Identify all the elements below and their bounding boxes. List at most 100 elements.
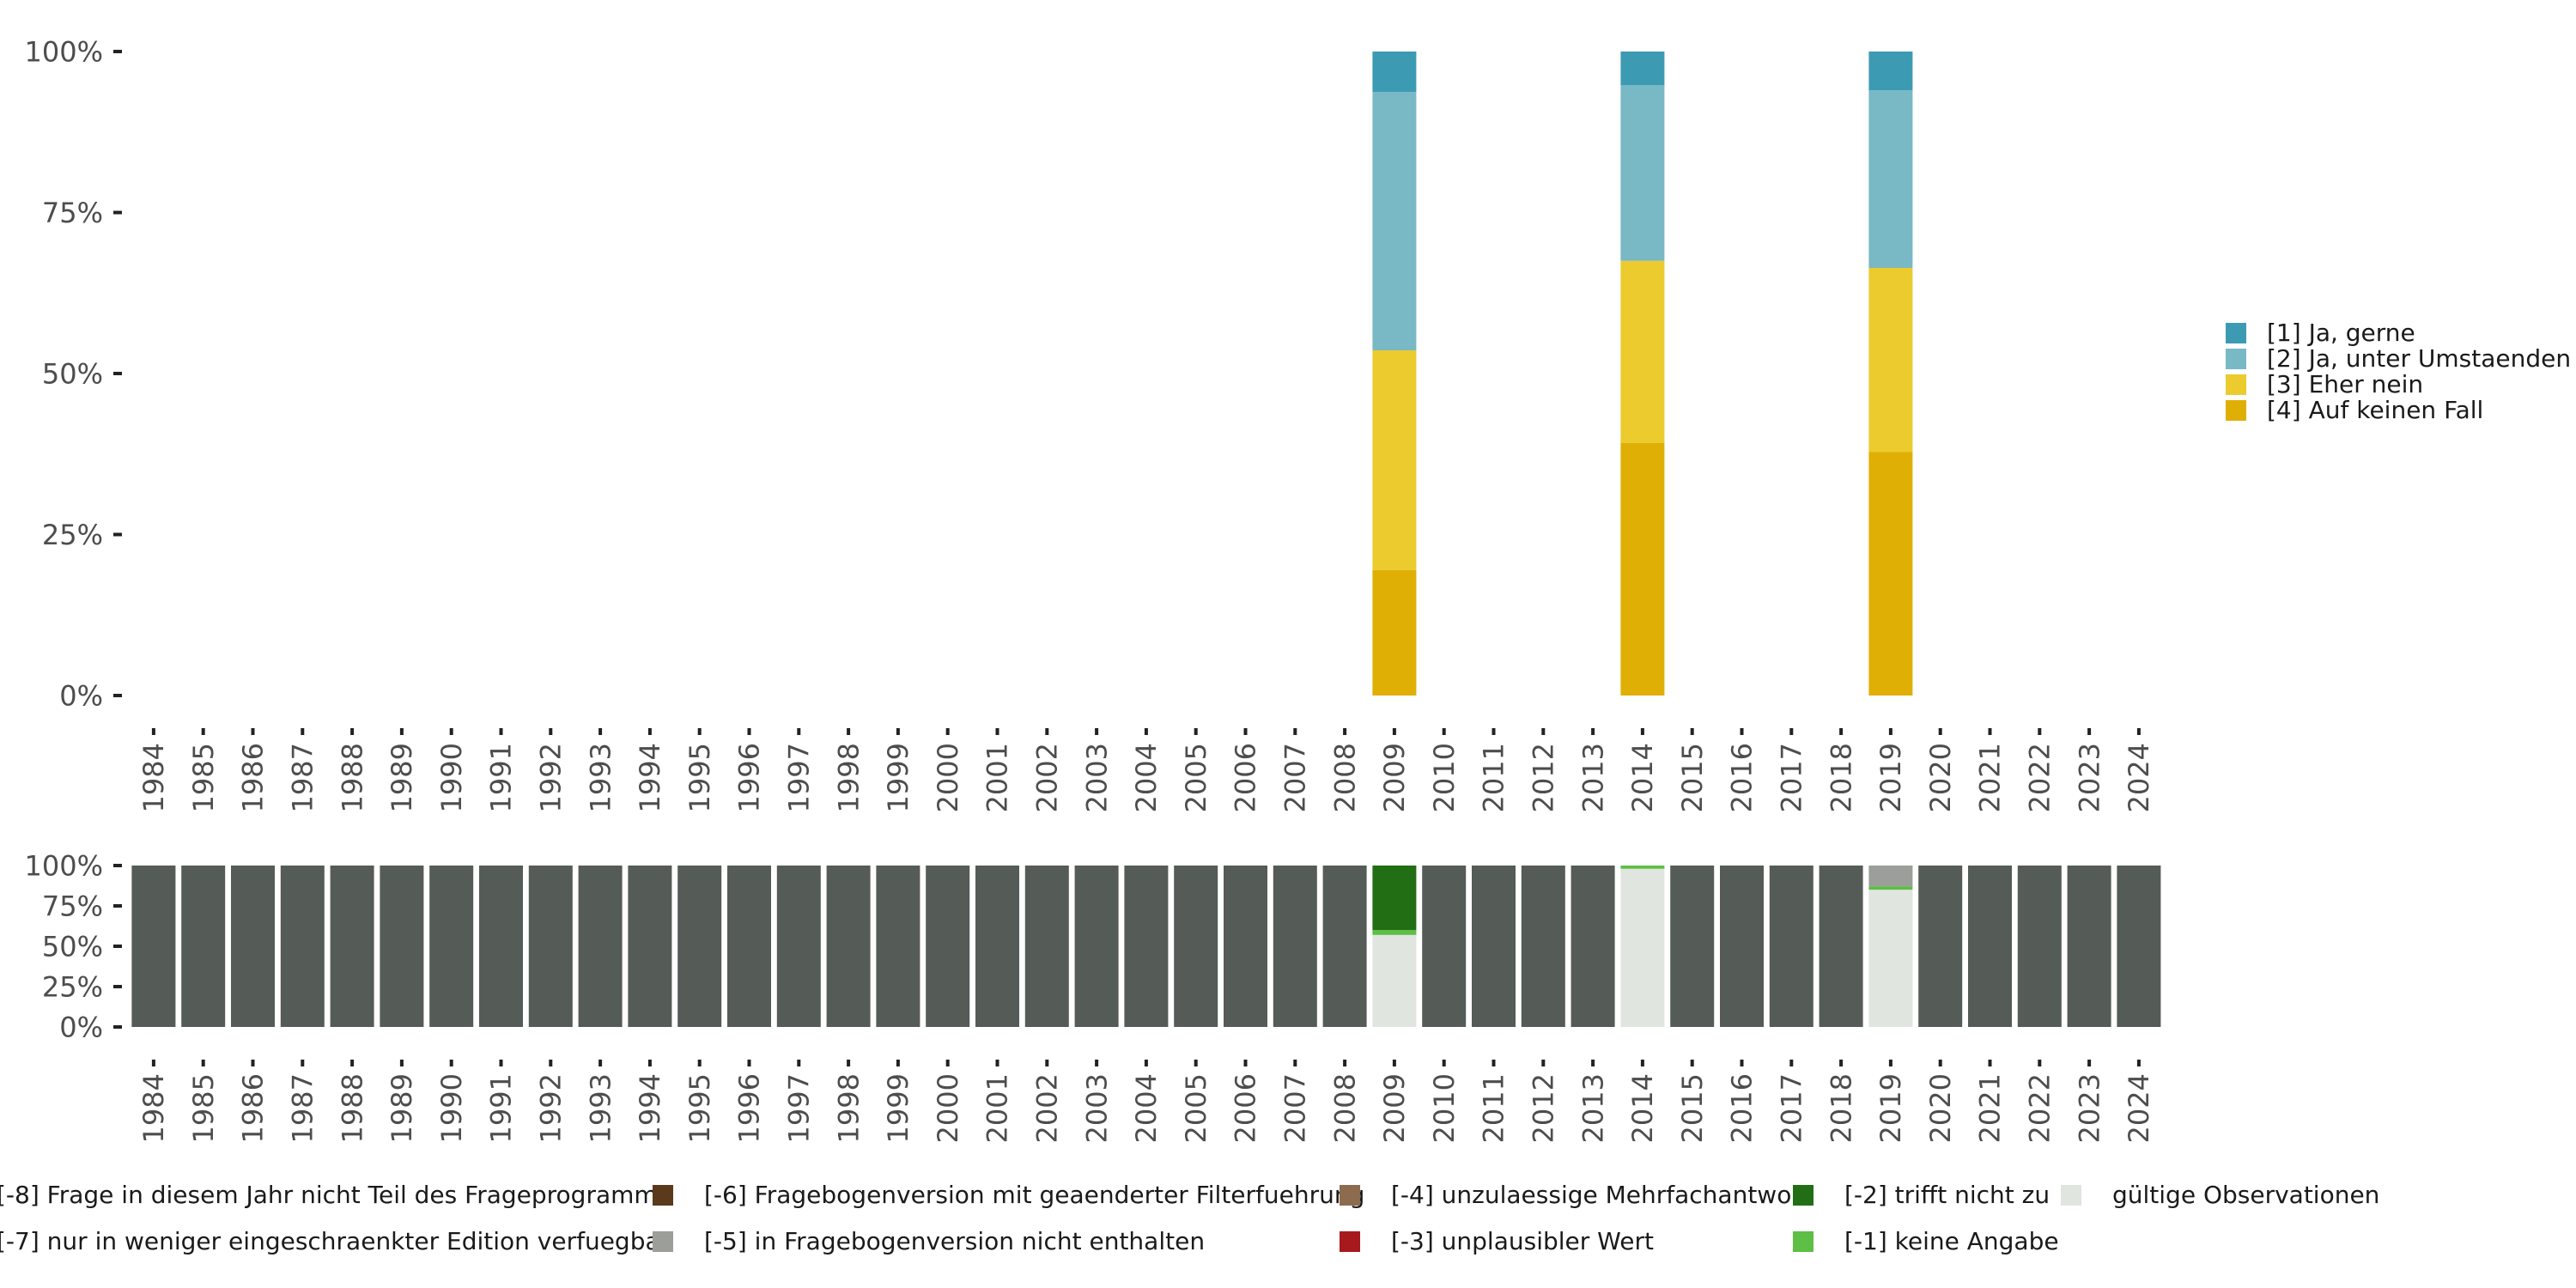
legend-swatch xyxy=(2061,1185,2081,1206)
x-tick-label: 2020 xyxy=(1924,1073,1957,1143)
x-tick-label: 1985 xyxy=(187,1073,220,1143)
x-tick-label: 1992 xyxy=(535,1073,568,1143)
x-tick-label: 2013 xyxy=(1577,1073,1609,1143)
bar-segment xyxy=(1074,866,1119,1027)
legend-swatch xyxy=(2226,349,2246,369)
bar-segment xyxy=(2017,866,2062,1027)
bar-segment xyxy=(628,866,672,1027)
x-tick-label: 2015 xyxy=(1676,1073,1709,1143)
legend-swatch xyxy=(1793,1231,1814,1252)
x-tick-label: 2003 xyxy=(1080,1073,1113,1143)
x-tick-label: 2019 xyxy=(1874,1073,1907,1143)
x-tick-label: 1989 xyxy=(386,1073,418,1143)
legend-swatch xyxy=(1340,1231,1360,1252)
x-tick-label: 1986 xyxy=(237,1073,270,1143)
bar-segment xyxy=(131,866,176,1027)
x-tick-label: 2006 xyxy=(1230,1073,1262,1143)
x-tick-label: 1998 xyxy=(832,1073,865,1143)
bar-segment xyxy=(1224,866,1267,1027)
x-tick-label: 2021 xyxy=(1974,743,2007,812)
bar-segment xyxy=(2067,866,2111,1027)
bar-segment xyxy=(1273,866,1317,1027)
bar-segment xyxy=(1372,92,1417,350)
x-tick-label: 2000 xyxy=(932,743,964,812)
bar-segment xyxy=(826,866,871,1027)
bar-segment xyxy=(1620,85,1665,261)
bar-segment xyxy=(776,866,821,1027)
legend-label: [2] Ja, unter Umstaenden xyxy=(2267,344,2571,373)
legend-swatch xyxy=(1793,1185,1814,1206)
bar-segment xyxy=(1670,866,1715,1027)
bar-segment xyxy=(727,866,771,1027)
x-tick-label: 2004 xyxy=(1130,1073,1163,1143)
bar-segment xyxy=(1620,52,1665,85)
bar-segment xyxy=(1372,930,1417,935)
bar-segment xyxy=(926,866,970,1027)
legend-label: [-6] Fragebogenversion mit geaenderter F… xyxy=(704,1181,1364,1209)
bar-segment xyxy=(479,866,523,1027)
y-tick-label: 0% xyxy=(59,680,103,713)
x-tick-label: 1990 xyxy=(435,743,468,812)
x-tick-label: 1988 xyxy=(336,743,368,812)
bar-segment xyxy=(1868,890,1913,1027)
bar-segment xyxy=(1372,350,1417,570)
legend-swatch xyxy=(2226,374,2246,395)
bar-segment xyxy=(876,866,920,1027)
x-tick-label: 2022 xyxy=(2024,1073,2057,1143)
x-tick-label: 2018 xyxy=(1825,743,1857,812)
bar-segment xyxy=(1620,868,1665,1027)
x-tick-label: 2008 xyxy=(1328,1073,1361,1143)
x-tick-label: 2021 xyxy=(1974,1073,2007,1143)
legend-label: [1] Ja, gerne xyxy=(2267,319,2415,347)
bar-segment xyxy=(1322,866,1367,1027)
x-tick-label: 1985 xyxy=(187,743,220,812)
x-tick-label: 1989 xyxy=(386,743,418,812)
bar-segment xyxy=(1372,866,1417,931)
x-tick-label: 1997 xyxy=(783,743,816,812)
x-tick-label: 2005 xyxy=(1180,1073,1212,1143)
x-tick-label: 1993 xyxy=(584,743,617,812)
bar-segment xyxy=(1868,90,1913,268)
x-tick-label: 2002 xyxy=(1031,743,1064,812)
x-tick-label: 2024 xyxy=(2123,1073,2155,1143)
y-tick-label: 25% xyxy=(42,519,103,551)
x-tick-label: 1984 xyxy=(137,743,170,812)
x-tick-label: 2011 xyxy=(1478,743,1510,812)
bar-segment xyxy=(1422,866,1467,1027)
bar-segment xyxy=(1868,52,1913,90)
x-tick-label: 2024 xyxy=(2123,743,2155,812)
x-tick-label: 2007 xyxy=(1279,1073,1312,1143)
bar-segment xyxy=(1968,866,2012,1027)
x-tick-label: 1990 xyxy=(435,1073,468,1143)
x-tick-label: 1984 xyxy=(137,1073,170,1143)
bar-segment xyxy=(1472,866,1516,1027)
x-tick-label: 2012 xyxy=(1528,1073,1560,1143)
x-tick-label: 1987 xyxy=(287,743,319,812)
x-tick-label: 2013 xyxy=(1577,743,1609,812)
x-tick-label: 2015 xyxy=(1676,743,1709,812)
bar-segment xyxy=(1769,866,1814,1027)
legend-swatch xyxy=(2226,400,2246,421)
x-tick-label: 2020 xyxy=(1924,743,1957,812)
bar-segment xyxy=(380,866,424,1027)
bar-segment xyxy=(1868,886,1913,890)
x-tick-label: 2016 xyxy=(1726,1073,1759,1143)
x-tick-label: 1991 xyxy=(485,1073,518,1143)
x-tick-label: 2003 xyxy=(1080,743,1113,812)
x-tick-label: 2009 xyxy=(1378,743,1411,812)
x-tick-label: 2011 xyxy=(1478,1073,1510,1143)
legend-label: [-3] unplausibler Wert xyxy=(1391,1227,1654,1255)
x-tick-label: 1999 xyxy=(882,1073,914,1143)
y-tick-label: 75% xyxy=(42,890,103,923)
bar-segment xyxy=(1868,452,1913,696)
bar-segment xyxy=(1174,866,1218,1027)
x-tick-label: 2004 xyxy=(1130,743,1163,812)
bar-segment xyxy=(429,866,474,1027)
bar-segment xyxy=(1372,52,1417,93)
legend-label: [-2] trifft nicht zu xyxy=(1844,1181,2050,1209)
bar-segment xyxy=(231,866,275,1027)
x-tick-label: 2006 xyxy=(1230,743,1262,812)
y-tick-label: 100% xyxy=(25,36,103,69)
bar-segment xyxy=(975,866,1019,1027)
x-tick-label: 1996 xyxy=(733,1073,766,1143)
